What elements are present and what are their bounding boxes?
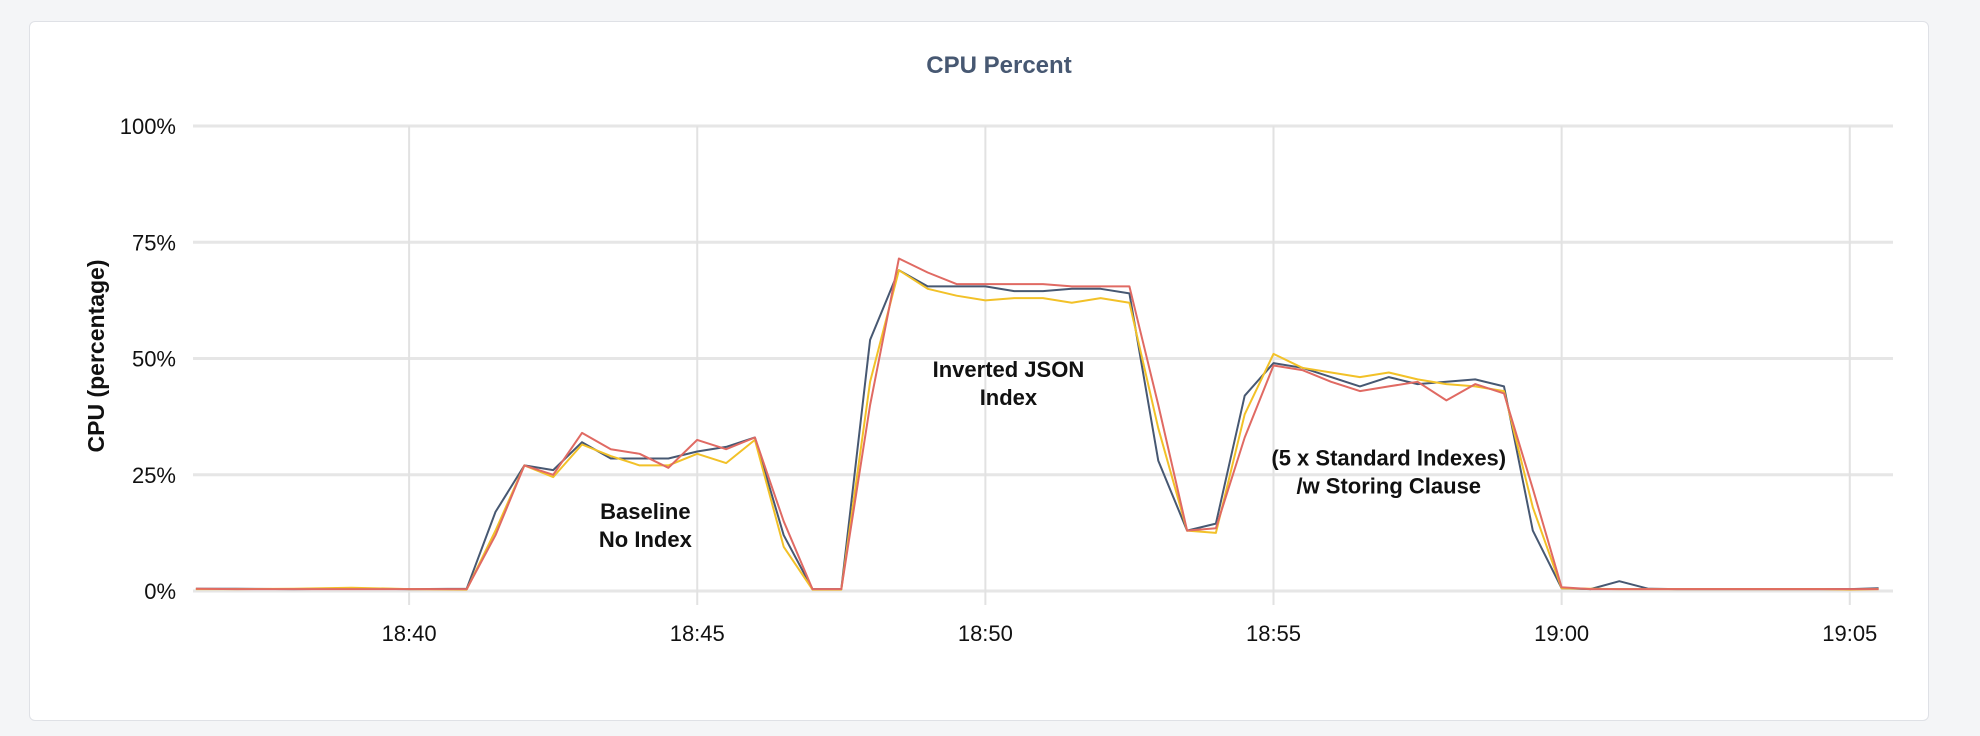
- chart-title: CPU Percent: [926, 52, 1071, 79]
- series-lines: [195, 257, 1879, 591]
- annotation-label: Index: [980, 385, 1038, 410]
- x-tick-label: 18:40: [382, 621, 437, 646]
- chart-card: 0% 25% 50% 75% 100% 18:40 18:45 18:50 18:55 19:0…: [29, 21, 1929, 721]
- y-tick-label: 0%: [144, 579, 176, 604]
- y-tick-label: 50%: [132, 347, 176, 372]
- annotations: Baseline No Index Inverted JSON Index (5 x S…: [599, 357, 1506, 552]
- x-axis-ticks: 18:40 18:45 18:50 18:55 19:00 19:05: [382, 621, 1878, 646]
- grid: [193, 124, 1893, 605]
- cpu-percent-chart: 0% 25% 50% 75% 100% 18:40 18:45 18:50 18:55 19:0…: [83, 52, 1893, 646]
- annotation-label: Baseline: [600, 499, 691, 524]
- x-tick-label: 19:00: [1534, 621, 1589, 646]
- x-tick-label: 19:05: [1822, 621, 1877, 646]
- y-tick-label: 75%: [132, 230, 176, 255]
- y-axis-label: CPU (percentage): [83, 260, 109, 453]
- x-tick-label: 18:45: [670, 621, 725, 646]
- x-tick-label: 18:50: [958, 621, 1013, 646]
- annotation-label: (5 x Standard Indexes): [1271, 445, 1506, 470]
- y-tick-label: 100%: [120, 114, 176, 139]
- series-line-1: [195, 269, 1879, 591]
- series-line-3: [195, 257, 1879, 591]
- y-axis-ticks: 0% 25% 50% 75% 100%: [120, 114, 176, 604]
- y-tick-label: 25%: [132, 463, 176, 488]
- annotation-label: Inverted JSON: [933, 357, 1085, 382]
- annotation-label: No Index: [599, 527, 693, 552]
- annotation-label: /w Storing Clause: [1296, 473, 1481, 498]
- x-tick-label: 18:55: [1246, 621, 1301, 646]
- series-line-2: [195, 269, 1879, 591]
